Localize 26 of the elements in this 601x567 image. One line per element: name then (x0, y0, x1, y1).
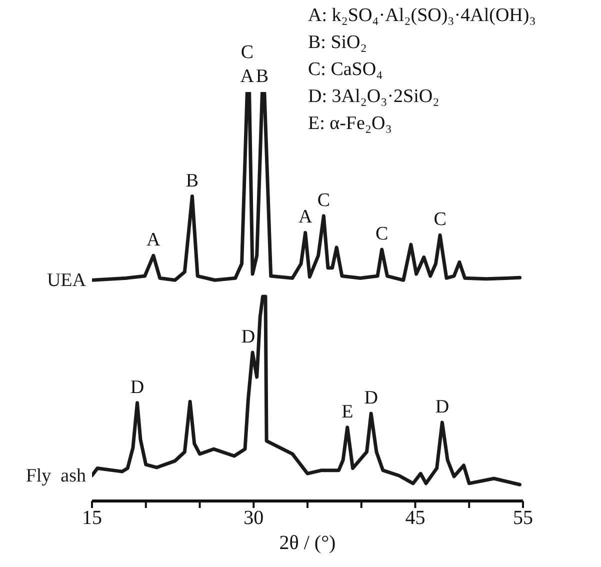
series-label: UEA (46, 270, 86, 292)
x-axis-title: 2θ / (°) (279, 532, 336, 554)
series-label: Fly ash (26, 465, 86, 486)
text: C: CaSO₄ (308, 58, 384, 82)
annotation: B (256, 66, 269, 87)
annotation: D (241, 326, 256, 348)
annotation: D (364, 387, 378, 408)
annotation: E: α-Fe₂O₃ (308, 112, 393, 136)
annotation: E (342, 401, 354, 422)
annotation: A (146, 230, 161, 251)
text: B: SiO₂ (308, 31, 368, 55)
text: A: k₂SO₄·Al₂(SO)₃·4Al(OH)₃ (308, 4, 536, 28)
x-tick-label: 45 (405, 507, 426, 530)
annotation: A (298, 206, 312, 228)
annotation: D (435, 396, 450, 418)
annotation: C (317, 190, 330, 211)
annotation: C (434, 209, 446, 230)
annotation: A (240, 66, 254, 87)
annotation: C (240, 42, 254, 63)
annotation: D: 3Al₂O₃·2SiO₂ (308, 85, 440, 109)
x-tick-label: 15 (82, 507, 102, 530)
annotation: D (130, 376, 144, 398)
x-tick-label: 30 (244, 507, 264, 530)
annotation: C (376, 223, 388, 244)
annotation: B (186, 170, 199, 192)
x-tick-label: 55 (513, 507, 533, 530)
